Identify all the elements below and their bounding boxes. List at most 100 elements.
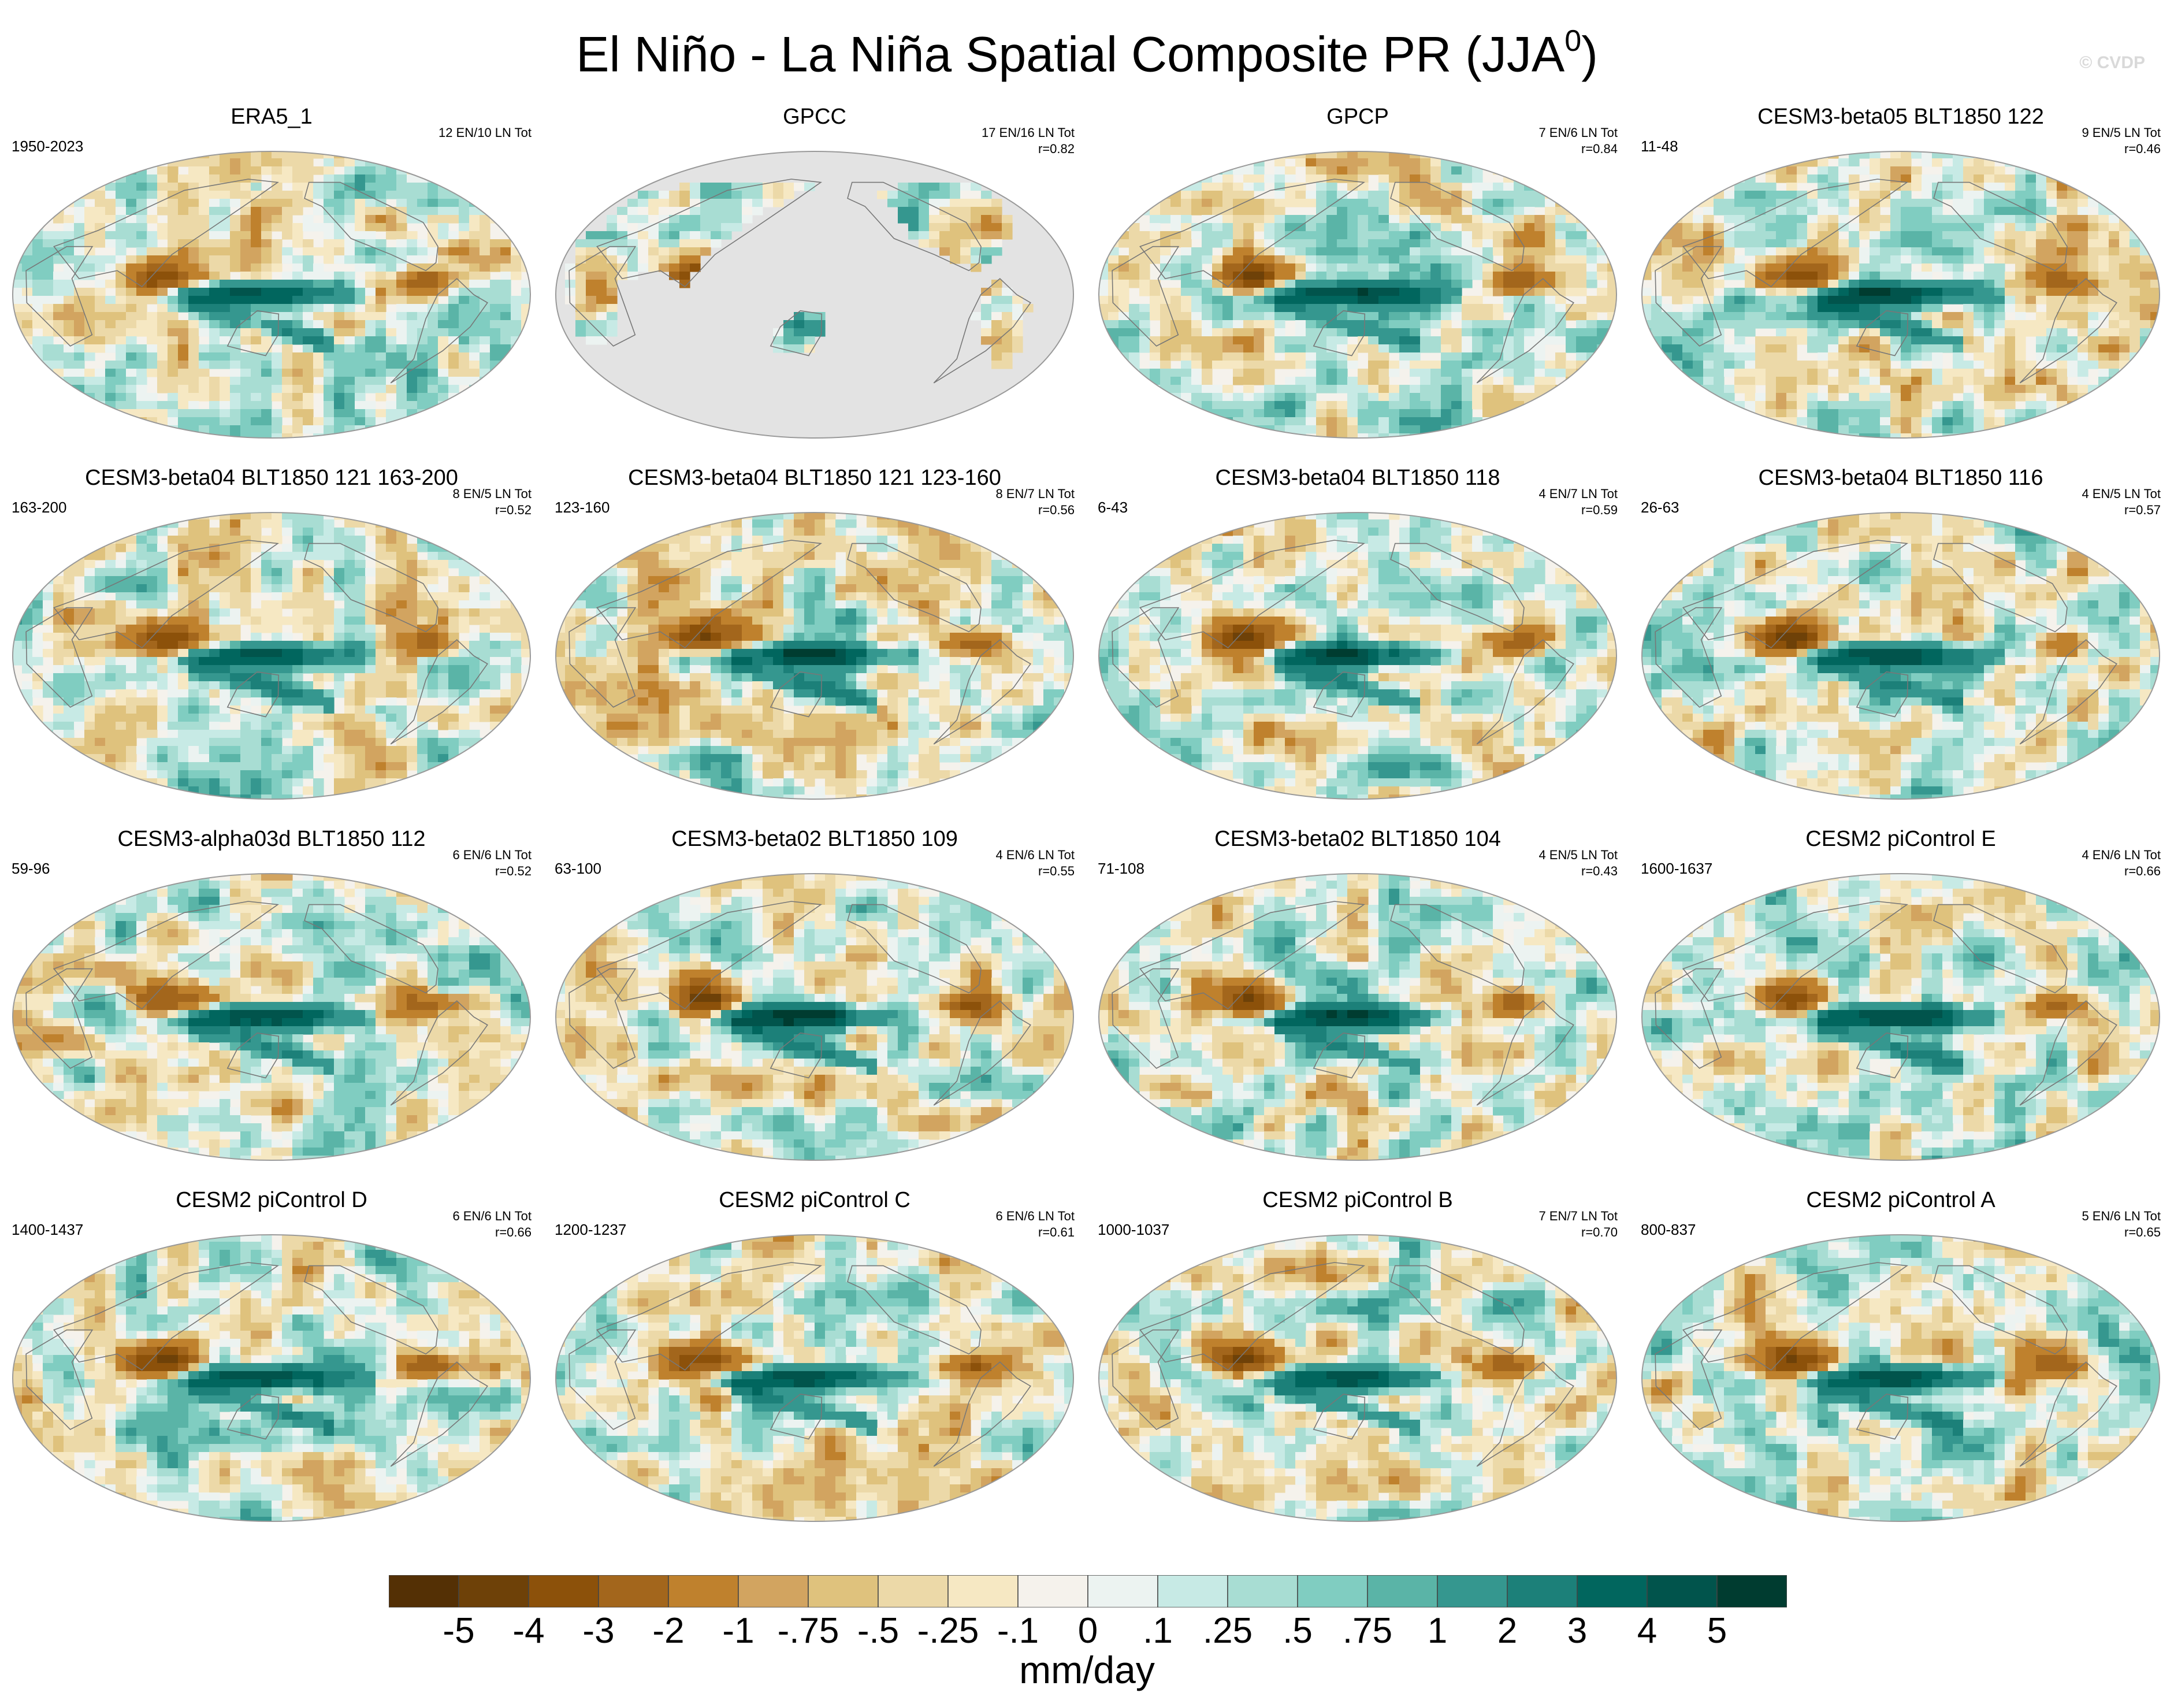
field-cell — [908, 223, 919, 232]
field-cell — [1514, 158, 1525, 167]
field-cell — [1399, 425, 1410, 434]
field-cell — [43, 191, 54, 199]
field-cell — [1662, 199, 1673, 207]
field-cell — [2150, 215, 2160, 224]
field-cell — [1984, 263, 1995, 272]
field-cell — [1306, 336, 1317, 345]
field-cell — [1994, 166, 2005, 175]
field-cell — [386, 215, 397, 224]
field-cell — [448, 239, 459, 248]
field-cell — [1607, 369, 1616, 377]
field-cell — [126, 425, 137, 434]
field-cell — [1099, 280, 1109, 288]
field-cell — [178, 263, 189, 272]
field-cell — [1181, 255, 1192, 264]
field-cell — [396, 215, 407, 224]
field-cell — [1399, 344, 1410, 353]
field-cell — [230, 288, 241, 296]
field-cell — [586, 296, 597, 305]
field-cell — [448, 272, 459, 280]
field-cell — [282, 304, 293, 313]
field-cell — [2130, 151, 2140, 159]
field-cell — [919, 191, 930, 199]
field-cell — [2088, 166, 2099, 175]
field-cell — [1911, 344, 1922, 353]
field-cell — [1890, 288, 1901, 296]
field-cell — [292, 312, 303, 321]
field-cell — [773, 344, 784, 353]
field-cell — [1766, 199, 1777, 207]
field-cell — [669, 223, 680, 232]
field-cell — [1514, 425, 1525, 434]
field-cell — [116, 288, 127, 296]
field-cell — [396, 344, 407, 353]
field-cell — [1642, 231, 1652, 240]
field-cell — [1503, 191, 1514, 199]
field-cell — [1672, 272, 1683, 280]
field-cell — [469, 361, 480, 369]
field-cell — [344, 296, 355, 305]
field-cell — [1576, 417, 1587, 426]
field-cell — [1316, 191, 1327, 199]
field-cell — [1901, 352, 1912, 361]
field-cell — [188, 409, 199, 418]
field-cell — [407, 417, 418, 426]
field-cell — [575, 288, 586, 296]
field-cell — [1642, 336, 1652, 345]
field-cell — [116, 183, 127, 191]
field-cell — [1586, 247, 1597, 256]
field-cell — [1274, 191, 1285, 199]
field-cell — [438, 158, 449, 167]
field-cell — [1838, 247, 1849, 256]
field-cell — [1922, 288, 1933, 296]
field-cell — [2015, 183, 2026, 191]
field-cell — [1420, 369, 1431, 377]
field-cell — [1734, 296, 1745, 305]
field-cell — [188, 352, 199, 361]
field-cell — [490, 344, 501, 353]
field-cell — [2067, 239, 2078, 248]
field-cell — [1534, 174, 1545, 183]
field-cell — [1984, 183, 1995, 191]
field-cell — [752, 183, 763, 191]
field-cell — [1807, 215, 1818, 224]
field-cell — [1828, 304, 1839, 313]
field-cell — [1994, 247, 2005, 256]
field-cell — [188, 199, 199, 207]
field-cell — [209, 328, 220, 337]
coastline — [1476, 278, 1574, 384]
field-cell — [1994, 312, 2005, 321]
field-cell — [22, 296, 33, 305]
field-cell — [1129, 433, 1140, 438]
field-cell — [303, 166, 314, 175]
field-cell — [1776, 352, 1787, 361]
field-cell — [1358, 255, 1369, 264]
field-cell — [1693, 320, 1704, 329]
field-cell — [1859, 328, 1870, 337]
field-cell — [157, 304, 168, 313]
field-cell — [116, 425, 127, 434]
field-cell — [939, 183, 950, 191]
field-cell — [1358, 231, 1369, 240]
field-cell — [1566, 336, 1577, 345]
field-cell — [1693, 215, 1704, 224]
field-cell — [1828, 288, 1839, 296]
field-cell — [669, 247, 680, 256]
field-cell — [95, 393, 106, 402]
field-cell — [763, 191, 774, 199]
field-cell — [64, 361, 75, 369]
field-cell — [1974, 296, 1985, 305]
field-cell — [32, 166, 43, 175]
field-cell — [1399, 207, 1410, 216]
field-cell — [1430, 280, 1441, 288]
field-cell — [1838, 239, 1849, 248]
field-cell — [607, 304, 618, 313]
field-cell — [1410, 304, 1421, 313]
field-cell — [428, 183, 438, 191]
field-cell — [690, 263, 701, 272]
field-cell — [1150, 369, 1161, 377]
field-cell — [1451, 328, 1462, 337]
field-cell — [282, 336, 293, 345]
field-cell — [1420, 199, 1431, 207]
field-cell — [1576, 239, 1587, 248]
